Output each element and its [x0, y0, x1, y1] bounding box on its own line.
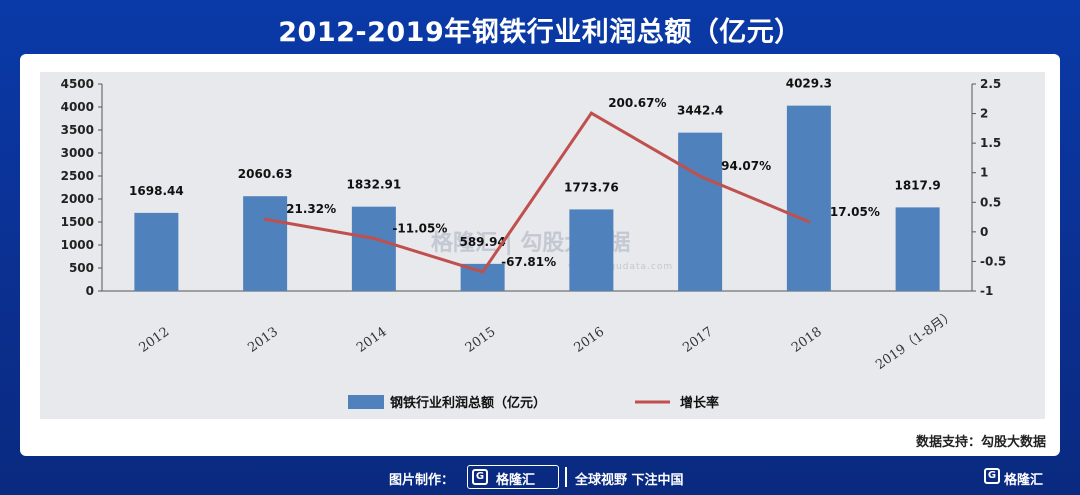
watermark-url: www.gogudata.com — [568, 262, 674, 272]
y-left-tick-label: 0 — [86, 284, 94, 298]
line-data-label: 94.07% — [721, 159, 771, 173]
bar-data-label: 1698.44 — [129, 184, 184, 198]
footer-brand-text: 格隆汇 — [496, 473, 536, 488]
x-tick-label: 2013 — [245, 324, 281, 355]
bar-data-label: 4029.3 — [786, 77, 832, 91]
x-tick-label: 2015 — [463, 324, 499, 355]
x-tick-label: 2012 — [137, 324, 173, 355]
x-tick-label: 2019（1-8月） — [873, 307, 958, 373]
y-left-tick-label: 3000 — [61, 146, 94, 160]
y-left-tick-label: 3500 — [61, 123, 94, 137]
footer-bar: 图片制作： G 格隆汇 全球视野 下注中国 G 格隆汇 — [0, 462, 1080, 492]
x-tick-label: 2017 — [680, 324, 716, 355]
bar-data-label: 1832.91 — [347, 178, 402, 192]
y-right-tick-label: -1 — [980, 284, 993, 298]
y-right-tick-label: 2.5 — [980, 77, 1001, 91]
y-left-tick-label: 1500 — [61, 215, 94, 229]
bar — [895, 207, 940, 291]
growth-rate-point — [263, 217, 267, 221]
y-left-tick-label: 4000 — [61, 100, 94, 114]
y-left-tick-label: 500 — [69, 261, 94, 275]
plot-background — [40, 72, 1045, 419]
y-right-tick-label: 0 — [980, 225, 988, 239]
source-note: 数据支持：勾股大数据 — [915, 435, 1046, 450]
x-tick-label: 2014 — [354, 324, 390, 355]
bar-data-label: 1773.76 — [564, 180, 619, 194]
footer-brand-logo: G 格隆汇 — [467, 465, 559, 489]
y-left-tick-label: 2000 — [61, 192, 94, 206]
bar — [243, 196, 288, 291]
growth-rate-point — [698, 174, 702, 178]
footer-slogan: 全球视野 下注中国 — [575, 473, 684, 488]
y-right-tick-label: 2 — [980, 107, 988, 121]
y-left-tick-label: 2500 — [61, 169, 94, 183]
footer-credit: 图片制作： — [389, 473, 455, 488]
corner-g-icon: G — [984, 468, 1000, 484]
bar — [351, 206, 396, 291]
footer-divider — [565, 467, 567, 487]
bar-data-label: 1817.9 — [894, 178, 940, 192]
bar — [134, 212, 179, 291]
bar-data-label: 589.94 — [459, 235, 505, 249]
y-left-tick-label: 4500 — [61, 77, 94, 91]
line-data-label: 21.32% — [286, 202, 336, 216]
legend-line-label: 增长率 — [680, 395, 719, 411]
legend-bar-swatch — [348, 395, 384, 409]
y-left-tick-label: 1000 — [61, 238, 94, 252]
x-tick-label: 2018 — [789, 324, 825, 355]
growth-rate-line — [264, 111, 810, 274]
y-right-tick-label: 0.5 — [980, 195, 1001, 209]
corner-brand-text: 格隆汇 — [1004, 473, 1044, 488]
combo-chart: 0 500 1000 1500 2000 2500 3000 3500 4000 4500 -1 -0… — [61, 77, 1007, 411]
bar — [569, 209, 614, 291]
bar — [786, 105, 831, 292]
line-data-label: 200.67% — [608, 96, 666, 110]
y-right-tick-label: 1.5 — [980, 136, 1001, 150]
corner-logo: G 格隆汇 — [984, 468, 1044, 488]
y-right-tick-label: -0.5 — [980, 254, 1006, 268]
bar-data-label: 2060.63 — [238, 167, 293, 181]
growth-rate-point — [372, 236, 376, 240]
page-title: 2012-2019年钢铁行业利润总额（亿元） — [278, 17, 802, 48]
line-data-label: -11.05% — [392, 221, 447, 235]
legend-bar-label: 钢铁行业利润总额（亿元） — [390, 395, 546, 411]
y-right-tick-label: 1 — [980, 166, 988, 180]
line-data-label: -67.81% — [501, 255, 556, 269]
x-tick-label: 2016 — [572, 324, 608, 355]
bar-data-label: 3442.4 — [677, 104, 723, 118]
bar — [678, 132, 723, 291]
line-data-label: 17.05% — [830, 205, 880, 219]
chart-card: 格隆汇 | 勾股大数据 www.gogudata.com 0 500 1000 150… — [20, 54, 1060, 456]
growth-rate-point — [481, 270, 485, 274]
growth-rate-point — [589, 111, 593, 115]
brand-g-icon: G — [472, 469, 488, 485]
growth-rate-point — [807, 220, 811, 224]
